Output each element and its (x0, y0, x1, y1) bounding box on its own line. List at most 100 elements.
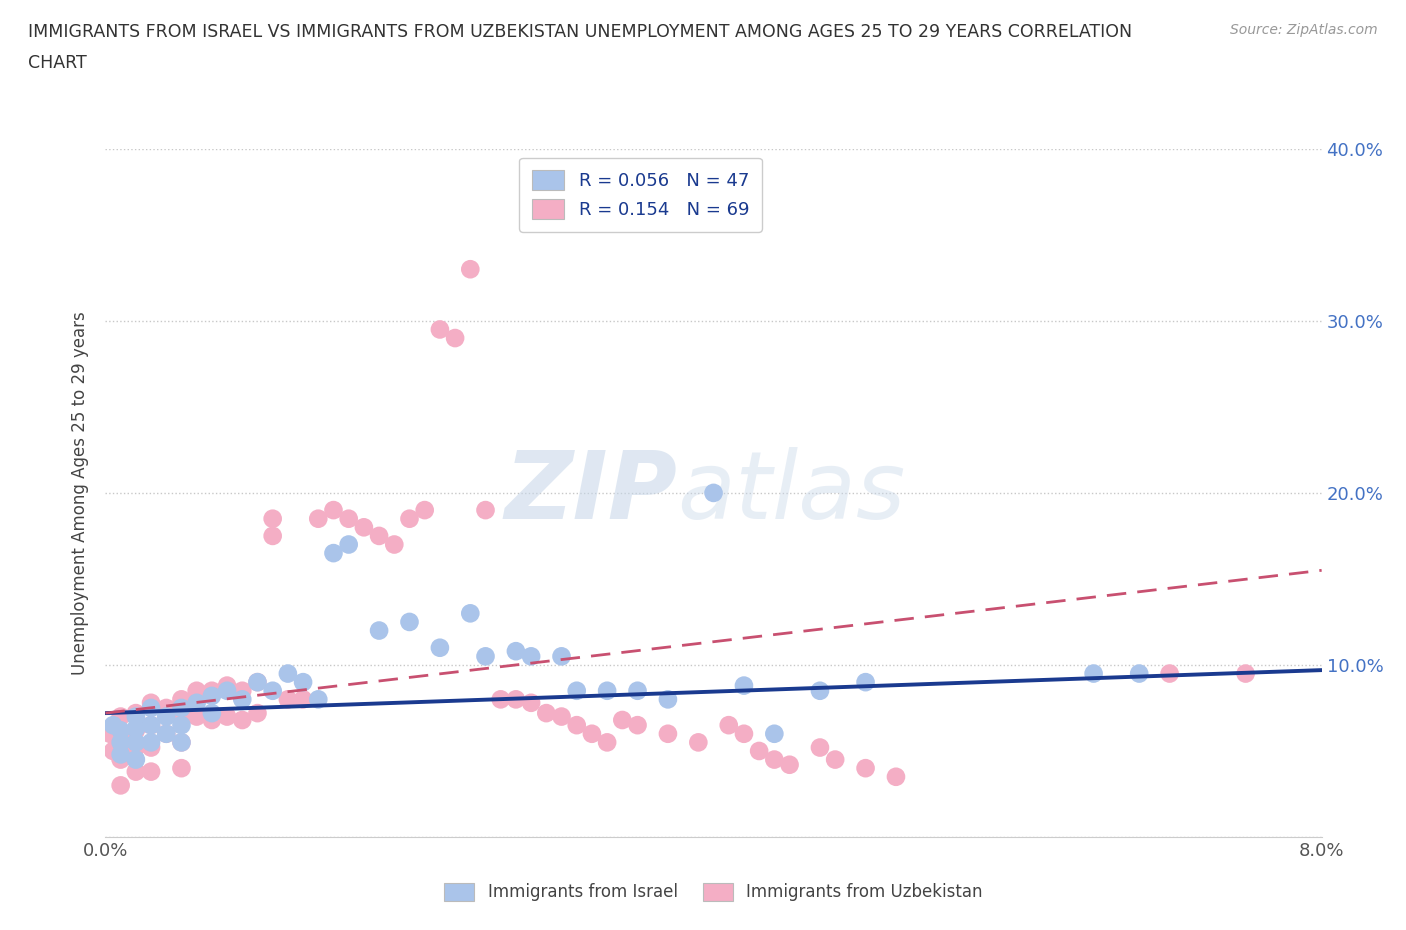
Point (110, 752, 132, 767)
Point (139, 735, 162, 750)
Point (1083, 666, 1105, 681)
Point (246, 675, 269, 690)
Point (201, 712, 224, 727)
Point (125, 740, 148, 755)
Point (337, 538, 360, 552)
Point (110, 747, 132, 762)
Point (125, 721, 148, 736)
Point (596, 684, 619, 698)
Point (474, 649, 496, 664)
Point (155, 710, 177, 724)
Point (186, 710, 208, 724)
Point (536, 706, 558, 721)
Point (824, 752, 846, 767)
Text: ZIP: ZIP (505, 447, 678, 538)
Point (170, 761, 193, 776)
Point (884, 769, 907, 784)
Point (110, 735, 132, 750)
Point (186, 696, 208, 711)
Point (246, 706, 269, 721)
Point (808, 740, 831, 755)
Point (139, 740, 162, 755)
Point (217, 684, 239, 698)
Point (292, 692, 315, 707)
Point (292, 675, 315, 690)
Point (702, 485, 725, 500)
Point (458, 262, 481, 277)
Point (125, 764, 148, 779)
Point (139, 718, 162, 733)
Point (110, 710, 132, 724)
Point (139, 700, 162, 715)
Point (779, 757, 801, 772)
Point (262, 528, 284, 543)
Point (139, 718, 162, 733)
Point (368, 528, 391, 543)
Point (626, 684, 648, 698)
Point (231, 712, 253, 727)
Point (170, 735, 193, 750)
Point (520, 649, 543, 664)
Point (125, 752, 148, 767)
Point (337, 512, 360, 526)
Point (565, 684, 588, 698)
Point (101, 718, 124, 733)
Point (581, 726, 603, 741)
Point (170, 700, 193, 715)
Text: atlas: atlas (678, 447, 905, 538)
Point (612, 712, 634, 727)
Point (855, 761, 877, 776)
Point (110, 777, 132, 792)
Point (139, 696, 162, 711)
Point (550, 649, 572, 664)
Point (657, 692, 679, 707)
Point (110, 723, 132, 737)
Point (382, 538, 405, 552)
Point (277, 666, 299, 681)
Point (565, 718, 588, 733)
Point (231, 684, 253, 698)
Point (231, 692, 253, 707)
Point (626, 718, 648, 733)
Point (1128, 666, 1150, 681)
Legend: Immigrants from Israel, Immigrants from Uzbekistan: Immigrants from Israel, Immigrants from … (434, 872, 993, 911)
Point (444, 331, 467, 346)
Point (657, 726, 679, 741)
Point (688, 735, 710, 750)
Point (763, 726, 786, 741)
Point (398, 615, 420, 630)
Point (262, 684, 284, 698)
Point (413, 503, 436, 518)
Point (322, 503, 344, 518)
Point (201, 688, 224, 703)
Point (125, 710, 148, 724)
Point (307, 692, 329, 707)
Point (520, 696, 543, 711)
Point (717, 718, 740, 733)
Point (139, 764, 162, 779)
Point (155, 700, 177, 715)
Point (110, 726, 132, 741)
Point (429, 322, 451, 337)
Point (201, 706, 224, 721)
Point (474, 503, 496, 518)
Point (398, 512, 420, 526)
Point (458, 606, 481, 621)
Point (246, 675, 269, 690)
Point (322, 546, 344, 561)
Point (307, 512, 329, 526)
Point (170, 718, 193, 733)
Point (550, 710, 572, 724)
Point (596, 735, 619, 750)
Point (505, 644, 527, 658)
Point (1159, 666, 1181, 681)
Point (505, 692, 527, 707)
Point (489, 692, 512, 707)
Text: CHART: CHART (28, 54, 87, 72)
Point (155, 726, 177, 741)
Point (368, 623, 391, 638)
Point (155, 726, 177, 741)
Point (855, 675, 877, 690)
Text: Source: ZipAtlas.com: Source: ZipAtlas.com (1230, 23, 1378, 37)
Point (748, 744, 770, 759)
